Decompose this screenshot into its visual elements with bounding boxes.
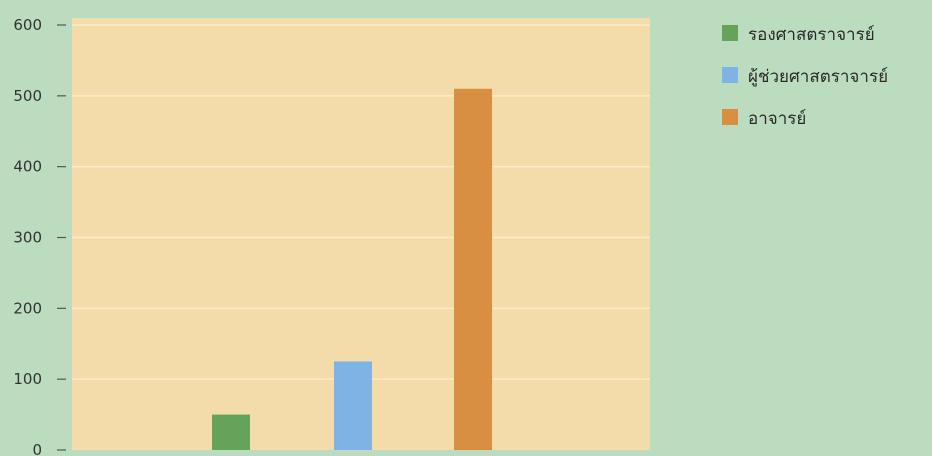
y-tick-label: 500 [13, 87, 42, 105]
bar-2 [334, 361, 372, 450]
bars [212, 88, 492, 450]
y-tick-label: 0 [32, 441, 42, 456]
y-tick-label: 100 [13, 370, 42, 388]
y-axis: 0 100 200 300 400 500 600 [13, 16, 66, 456]
y-tick-label: 300 [13, 229, 42, 247]
y-tick-label: 200 [13, 299, 42, 317]
legend-swatch [722, 67, 738, 83]
legend: รองศาสตราจารย์ผู้ช่วยศาสตราจารย์อาจารย์ [722, 25, 888, 129]
bar-3 [454, 88, 492, 450]
legend-swatch [722, 109, 738, 125]
legend-swatch [722, 25, 738, 41]
legend-label: ผู้ช่วยศาสตราจารย์ [748, 67, 888, 87]
gridlines [72, 24, 650, 380]
bar-1 [212, 414, 250, 450]
legend-label: อาจารย์ [748, 109, 806, 129]
y-tick-label: 600 [13, 16, 42, 34]
y-tick-label: 400 [13, 158, 42, 176]
legend-label: รองศาสตราจารย์ [748, 25, 875, 45]
